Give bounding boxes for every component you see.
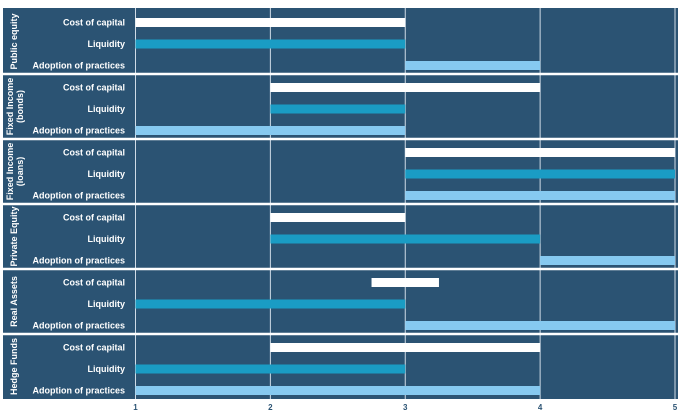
bar-fixed-income-loans-cost-of-capital — [405, 148, 675, 157]
bar-private-equity-adoption-of-practices — [540, 256, 675, 265]
bar-fixed-income-loans-liquidity — [405, 169, 675, 179]
x-tick-label-4: 4 — [538, 403, 543, 412]
bar-fixed-income-loans-adoption-of-practices — [405, 191, 675, 200]
category-label-hedge-funds-liquidity: Liquidity — [88, 364, 126, 374]
group-label-fixed-income-bonds: Fixed Income(bonds) — [5, 78, 25, 136]
category-label-fixed-income-loans-liquidity: Liquidity — [88, 169, 126, 179]
group-label-real-assets: Real Assets — [9, 276, 19, 327]
category-label-private-equity-cost-of-capital: Cost of capital — [63, 213, 125, 223]
category-label-private-equity-adoption-of-practices: Adoption of practices — [32, 256, 125, 266]
category-label-fixed-income-loans-cost-of-capital: Cost of capital — [63, 148, 125, 158]
group-label-hedge-funds: Hedge Funds — [9, 338, 19, 395]
bar-public-equity-adoption-of-practices — [405, 61, 541, 70]
x-tick-label-1: 1 — [133, 403, 138, 412]
bar-private-equity-liquidity — [270, 234, 541, 244]
category-label-real-assets-cost-of-capital: Cost of capital — [63, 278, 125, 288]
category-label-real-assets-liquidity: Liquidity — [88, 299, 126, 309]
x-tick-label-2: 2 — [268, 403, 273, 412]
bar-real-assets-adoption-of-practices — [405, 321, 675, 330]
category-label-real-assets-adoption-of-practices: Adoption of practices — [32, 321, 125, 331]
bar-hedge-funds-liquidity — [135, 364, 406, 374]
category-label-public-equity-adoption-of-practices: Adoption of practices — [32, 61, 125, 71]
bar-real-assets-liquidity — [135, 299, 406, 309]
category-label-fixed-income-loans-adoption-of-practices: Adoption of practices — [32, 191, 125, 201]
category-label-fixed-income-bonds-liquidity: Liquidity — [88, 104, 126, 114]
category-label-fixed-income-bonds-adoption-of-practices: Adoption of practices — [32, 126, 125, 136]
category-label-hedge-funds-adoption-of-practices: Adoption of practices — [32, 386, 125, 396]
bar-hedge-funds-adoption-of-practices — [135, 386, 541, 395]
category-label-fixed-income-bonds-cost-of-capital: Cost of capital — [63, 83, 125, 93]
group-label-public-equity: Public equity — [9, 13, 19, 69]
category-label-hedge-funds-cost-of-capital: Cost of capital — [63, 343, 125, 353]
bar-public-equity-liquidity — [135, 39, 406, 49]
category-label-public-equity-liquidity: Liquidity — [88, 39, 126, 49]
bar-private-equity-cost-of-capital — [270, 213, 406, 222]
x-tick-label-5: 5 — [673, 403, 678, 412]
category-label-private-equity-liquidity: Liquidity — [88, 234, 126, 244]
bar-real-assets-cost-of-capital — [371, 278, 439, 287]
category-label-public-equity-cost-of-capital: Cost of capital — [63, 18, 125, 28]
bar-public-equity-cost-of-capital — [135, 18, 406, 27]
bar-fixed-income-bonds-liquidity — [270, 104, 406, 114]
bar-hedge-funds-cost-of-capital — [270, 343, 541, 352]
group-label-fixed-income-loans: Fixed Income(loans) — [5, 143, 25, 201]
bar-fixed-income-bonds-cost-of-capital — [270, 83, 541, 92]
group-label-private-equity: Private Equity — [9, 206, 19, 266]
bar-fixed-income-bonds-adoption-of-practices — [135, 126, 406, 135]
x-tick-label-3: 3 — [403, 403, 408, 412]
